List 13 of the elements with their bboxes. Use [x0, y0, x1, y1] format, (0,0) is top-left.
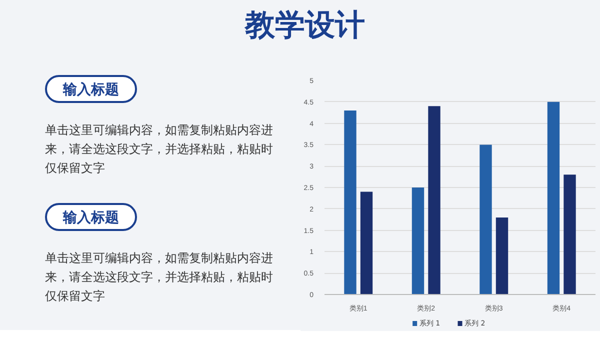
chart-title: 教学设计 — [244, 7, 366, 45]
bar — [547, 102, 560, 294]
bar — [360, 192, 373, 294]
text: 输入标题 — [45, 75, 137, 103]
text: 输入标题 — [45, 203, 137, 231]
bar — [428, 106, 440, 294]
bar — [496, 217, 508, 294]
bar — [480, 144, 492, 294]
bar — [344, 110, 356, 294]
text: 单击这里可编辑内容，如需复制粘贴内容进来，请全选这段文字，并选择粘贴，粘贴时仅保留文字 — [45, 250, 274, 305]
bar — [564, 174, 576, 294]
text: 单击这里可编辑内容，如需复制粘贴内容进来，请全选这段文字，并选择粘贴，粘贴时仅保留文字 — [45, 122, 274, 177]
bar — [412, 188, 424, 294]
